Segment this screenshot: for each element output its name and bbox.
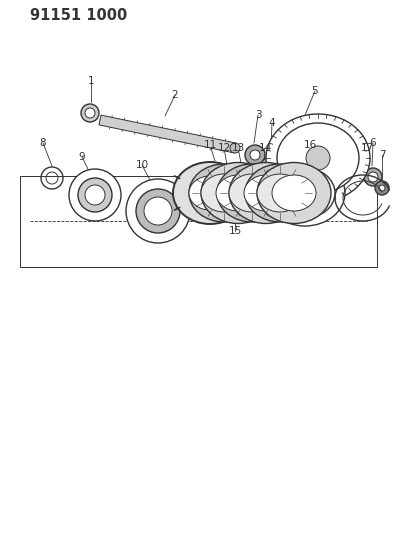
Circle shape <box>69 169 121 221</box>
Ellipse shape <box>272 175 316 211</box>
Ellipse shape <box>229 163 303 223</box>
Text: 4: 4 <box>269 118 275 128</box>
Circle shape <box>375 181 389 195</box>
Text: 15: 15 <box>228 226 242 236</box>
Circle shape <box>250 150 260 160</box>
Ellipse shape <box>277 123 359 193</box>
Ellipse shape <box>201 163 275 223</box>
Circle shape <box>379 185 385 191</box>
Circle shape <box>78 178 112 212</box>
Circle shape <box>364 168 382 186</box>
Circle shape <box>126 179 190 243</box>
Text: 9: 9 <box>79 152 85 162</box>
Text: 3: 3 <box>255 110 261 120</box>
Circle shape <box>85 185 105 205</box>
Circle shape <box>136 189 180 233</box>
Text: 1: 1 <box>88 76 94 86</box>
Circle shape <box>144 197 172 225</box>
Text: 8: 8 <box>40 138 46 148</box>
Ellipse shape <box>173 162 247 224</box>
Ellipse shape <box>189 164 259 222</box>
Ellipse shape <box>201 174 247 212</box>
Text: 7: 7 <box>379 150 385 160</box>
Text: 11: 11 <box>203 140 217 150</box>
Ellipse shape <box>216 175 260 211</box>
Ellipse shape <box>266 114 370 202</box>
Circle shape <box>368 172 378 182</box>
Text: 13: 13 <box>231 143 245 153</box>
Ellipse shape <box>265 160 345 226</box>
Text: 10: 10 <box>135 160 148 170</box>
Text: 17: 17 <box>360 143 374 153</box>
Ellipse shape <box>229 174 275 212</box>
Text: 16: 16 <box>303 140 317 150</box>
Ellipse shape <box>244 175 288 211</box>
Circle shape <box>306 146 330 170</box>
Ellipse shape <box>257 174 303 212</box>
Text: 14: 14 <box>258 143 272 153</box>
Ellipse shape <box>189 176 231 210</box>
Polygon shape <box>99 115 236 153</box>
Ellipse shape <box>245 164 315 222</box>
Ellipse shape <box>275 168 335 218</box>
Ellipse shape <box>257 163 331 223</box>
Text: 91151 1000: 91151 1000 <box>30 7 127 22</box>
Bar <box>20 176 377 266</box>
Text: 12: 12 <box>218 143 231 153</box>
Text: 5: 5 <box>312 86 318 96</box>
Text: 6: 6 <box>370 138 376 148</box>
Circle shape <box>81 104 99 122</box>
Ellipse shape <box>266 160 279 169</box>
Circle shape <box>85 108 95 118</box>
Circle shape <box>245 145 265 165</box>
Circle shape <box>230 143 240 153</box>
Text: 2: 2 <box>172 90 178 100</box>
Ellipse shape <box>261 157 283 173</box>
Ellipse shape <box>217 164 287 222</box>
